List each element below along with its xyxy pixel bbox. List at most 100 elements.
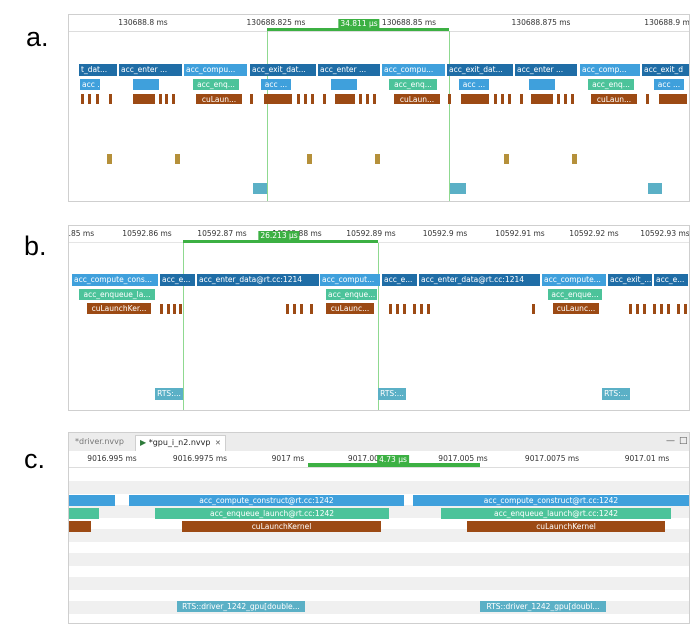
rts-block[interactable]: RTS::driver_1242_gpu[double... (177, 601, 305, 612)
api-range-block[interactable]: acc_comput... (320, 274, 380, 286)
rts-block[interactable] (253, 183, 267, 194)
tab-driver-nvvp[interactable]: *driver.nvvp (75, 437, 124, 446)
kernel-tick[interactable] (96, 94, 99, 104)
timeline-panel-a[interactable]: 130688.8 ms 130688.825 ms 130688.85 ms 1… (68, 14, 690, 202)
kernel-block[interactable] (659, 94, 687, 104)
marker-block[interactable] (504, 154, 509, 164)
kernel-tick[interactable] (159, 94, 162, 104)
rts-block[interactable]: RTS::driver_1242_gpu[doubl... (480, 601, 606, 612)
kernel-tick[interactable] (172, 94, 175, 104)
api-range-block[interactable]: acc ... (80, 79, 100, 90)
kernel-block[interactable] (69, 521, 91, 532)
maximize-icon[interactable]: □ (679, 436, 688, 446)
api-range-block[interactable]: acc_compute_construct@rt.cc:1242 (129, 495, 404, 506)
kernel-tick[interactable] (660, 304, 663, 314)
api-range-block[interactable]: acc_enter ... (119, 64, 182, 76)
rts-block[interactable]: RTS:... (602, 388, 630, 400)
kernel-tick[interactable] (88, 94, 91, 104)
kernel-tick[interactable] (81, 94, 84, 104)
api-range-block[interactable]: acc_compu... (184, 64, 247, 76)
kernel-tick[interactable] (684, 304, 687, 314)
enqueue-block[interactable]: acc_enqueue_launch@rt.cc:1242 (155, 508, 389, 519)
kernel-block[interactable]: cuLaunchKernel (182, 521, 381, 532)
rts-block[interactable] (648, 183, 662, 194)
marker-block[interactable] (307, 154, 312, 164)
kernel-tick[interactable] (571, 94, 574, 104)
kernel-block[interactable] (335, 94, 355, 104)
kernel-tick[interactable] (532, 304, 535, 314)
api-range-block[interactable]: acc_enter_data@rt.cc:1214 (197, 274, 319, 286)
kernel-tick[interactable] (250, 94, 253, 104)
kernel-tick[interactable] (413, 304, 416, 314)
kernel-tick[interactable] (311, 94, 314, 104)
kernel-tick[interactable] (629, 304, 632, 314)
enqueue-block[interactable]: acc_enque... (326, 289, 377, 300)
kernel-block[interactable]: cuLaunc... (553, 303, 599, 314)
kernel-tick[interactable] (653, 304, 656, 314)
kernel-block[interactable]: cuLaun... (196, 94, 242, 104)
kernel-block[interactable]: cuLaunc... (326, 303, 374, 314)
kernel-tick[interactable] (646, 94, 649, 104)
api-range-block[interactable]: acc_compute... (542, 274, 606, 286)
kernel-tick[interactable] (389, 304, 392, 314)
kernel-block[interactable] (133, 94, 155, 104)
kernel-tick[interactable] (297, 94, 300, 104)
api-range-block[interactable]: t_dat... (79, 64, 117, 76)
time-ruler[interactable]: 2.85 ms 10592.86 ms 10592.87 ms 10592.88… (69, 226, 689, 243)
api-range-block[interactable]: acc_compute_construct@rt.cc:1242 (413, 495, 689, 506)
api-range-block[interactable]: acc_exit_dat... (447, 64, 513, 76)
api-range-block[interactable]: acc_e... (654, 274, 688, 286)
marker-block[interactable] (572, 154, 577, 164)
kernel-tick[interactable] (300, 304, 303, 314)
kernel-tick[interactable] (304, 94, 307, 104)
selection-left-edge[interactable] (267, 31, 268, 201)
kernel-tick[interactable] (165, 94, 168, 104)
kernel-block[interactable]: cuLaun... (394, 94, 440, 104)
kernel-tick[interactable] (359, 94, 362, 104)
kernel-block[interactable] (531, 94, 553, 104)
api-range-block[interactable]: acc_exit_d (642, 64, 689, 76)
kernel-tick[interactable] (293, 304, 296, 314)
api-range-block[interactable]: acc_e... (382, 274, 417, 286)
api-range-block[interactable]: acc ... (261, 79, 291, 90)
kernel-tick[interactable] (667, 304, 670, 314)
kernel-block[interactable]: cuLaunchKer... (87, 303, 151, 314)
kernel-tick[interactable] (643, 304, 646, 314)
timeline-panel-c[interactable]: *driver.nvvp ▶ *gpu_i_n2.nvvp ✕ — □ 9016… (68, 432, 690, 624)
enqueue-block[interactable]: acc_enq... (193, 79, 239, 90)
kernel-tick[interactable] (494, 94, 497, 104)
kernel-tick[interactable] (427, 304, 430, 314)
marker-block[interactable] (107, 154, 112, 164)
kernel-tick[interactable] (160, 304, 163, 314)
api-range-block[interactable]: acc_exit_dat... (250, 64, 316, 76)
kernel-tick[interactable] (420, 304, 423, 314)
selection-right-edge[interactable] (378, 243, 379, 410)
rts-block[interactable]: RTS:... (155, 388, 183, 400)
enqueue-block[interactable] (69, 508, 99, 519)
marker-block[interactable] (375, 154, 380, 164)
kernel-tick[interactable] (403, 304, 406, 314)
api-range-block[interactable]: acc_enter ... (318, 64, 380, 76)
kernel-tick[interactable] (323, 94, 326, 104)
api-range-block[interactable]: acc_enter ... (515, 64, 577, 76)
api-range-block[interactable] (529, 79, 555, 90)
kernel-block[interactable] (264, 94, 292, 104)
kernel-block[interactable]: cuLaun... (591, 94, 637, 104)
kernel-tick[interactable] (173, 304, 176, 314)
rts-block[interactable] (450, 183, 466, 194)
kernel-tick[interactable] (310, 304, 313, 314)
enqueue-block[interactable]: acc_enqueue_launch@rt.cc:1242 (441, 508, 671, 519)
api-range-block[interactable]: acc ... (459, 79, 489, 90)
kernel-tick[interactable] (501, 94, 504, 104)
kernel-tick[interactable] (179, 304, 182, 314)
close-tab-icon[interactable]: ✕ (215, 439, 221, 447)
kernel-tick[interactable] (373, 94, 376, 104)
kernel-tick[interactable] (564, 94, 567, 104)
enqueue-block[interactable]: acc_enq... (389, 79, 437, 90)
kernel-tick[interactable] (557, 94, 560, 104)
kernel-tick[interactable] (508, 94, 511, 104)
kernel-tick[interactable] (448, 94, 451, 104)
kernel-tick[interactable] (520, 94, 523, 104)
kernel-tick[interactable] (286, 304, 289, 314)
tab-gpu-i-n2-nvvp[interactable]: ▶ *gpu_i_n2.nvvp ✕ (135, 435, 226, 451)
